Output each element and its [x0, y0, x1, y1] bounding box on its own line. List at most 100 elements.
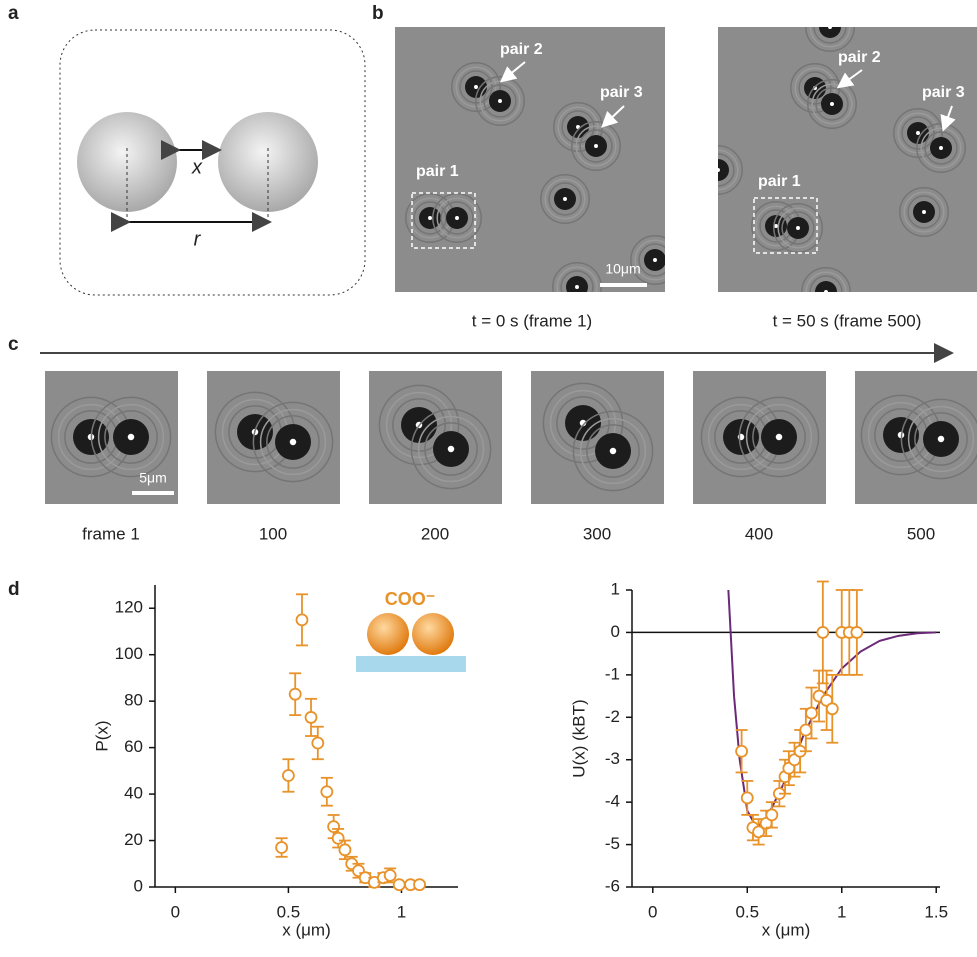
point — [827, 703, 838, 714]
point — [736, 746, 747, 757]
bead-center — [474, 85, 478, 89]
annotation: COO⁻ — [385, 589, 436, 609]
point — [290, 689, 301, 700]
scale-bar — [132, 491, 174, 495]
panel-label: c — [8, 334, 19, 355]
point — [276, 842, 287, 853]
pair-label: pair 2 — [500, 41, 543, 58]
frame-label: 100 — [259, 524, 287, 543]
point — [385, 870, 396, 881]
x-tick-label: 1 — [837, 902, 846, 921]
bead-center — [716, 168, 720, 172]
bead-center — [455, 216, 459, 220]
x-tick-label: 0.5 — [735, 902, 759, 921]
y-tick-label: 20 — [124, 830, 143, 849]
bead-center — [563, 197, 567, 201]
image-bg — [693, 371, 826, 504]
y-tick-label: 0 — [134, 876, 143, 895]
image-bg — [531, 371, 664, 504]
point — [296, 614, 307, 625]
point — [394, 879, 405, 890]
bead-center — [594, 144, 598, 148]
bead-center — [828, 25, 832, 29]
point — [851, 627, 862, 638]
y-tick-label: 1 — [611, 579, 620, 598]
y-tick-label: -2 — [605, 707, 620, 726]
point — [283, 770, 294, 781]
micrograph — [694, 3, 977, 316]
y-axis-label: P(x) — [92, 720, 111, 751]
frame-label: frame 1 — [82, 524, 140, 543]
frame-label: 300 — [583, 524, 611, 543]
point — [806, 708, 817, 719]
caption: t = 50 s (frame 500) — [773, 311, 922, 330]
point — [321, 786, 332, 797]
y-tick-label: 40 — [124, 784, 143, 803]
y-tick-label: -3 — [605, 749, 620, 768]
micrograph — [531, 371, 664, 504]
bead-center — [939, 146, 943, 150]
y-tick-label: 0 — [611, 622, 620, 641]
point — [742, 792, 753, 803]
bead-center — [128, 434, 134, 440]
inset-sphere — [412, 613, 454, 655]
bead-center — [916, 131, 920, 135]
x-tick-label: 1 — [397, 902, 406, 921]
pair-label: pair 1 — [758, 173, 801, 190]
y-tick-label: -5 — [605, 834, 620, 853]
bead-center — [653, 258, 657, 262]
point — [312, 737, 323, 748]
bead-center — [824, 290, 828, 294]
panel-label: d — [8, 579, 20, 600]
pair-label: pair 2 — [838, 49, 881, 66]
pair-label: pair 1 — [416, 163, 459, 180]
bead-center — [290, 439, 296, 445]
bead-center — [498, 99, 502, 103]
bead-center — [796, 226, 800, 230]
pair-label: pair 3 — [600, 84, 643, 101]
scale-bar — [600, 283, 647, 287]
image-bg — [207, 371, 340, 504]
y-axis-label: U(x) (kBT) — [569, 699, 588, 777]
inset-surface — [356, 656, 466, 672]
panel-label: a — [8, 3, 19, 24]
point — [800, 725, 811, 736]
point — [306, 712, 317, 723]
scale-bar-label: 10μm — [605, 261, 640, 277]
point — [333, 833, 344, 844]
image-bg — [395, 27, 665, 292]
y-tick-label: 100 — [115, 644, 143, 663]
y-tick-label: 120 — [115, 598, 143, 617]
bead-center — [428, 216, 432, 220]
frame-label: 200 — [421, 524, 449, 543]
y-tick-label: 80 — [124, 691, 143, 710]
micrograph — [369, 371, 502, 504]
caption: t = 0 s (frame 1) — [472, 311, 592, 330]
bead-center — [575, 285, 579, 289]
pair-label: pair 3 — [922, 84, 965, 101]
point — [766, 809, 777, 820]
frame-label: 500 — [907, 524, 935, 543]
label: r — [194, 228, 202, 250]
x-tick-label: 1.5 — [924, 902, 948, 921]
micrograph — [855, 371, 977, 504]
x-axis-label: x (μm) — [282, 920, 331, 939]
micrograph — [693, 371, 826, 504]
bead-center — [830, 102, 834, 106]
x-tick-label: 0.5 — [277, 902, 301, 921]
frame-label: 400 — [745, 524, 773, 543]
scale-bar-label: 5μm — [139, 470, 167, 486]
x-axis-label: x (μm) — [762, 920, 811, 939]
label: x — [191, 156, 203, 178]
point — [817, 627, 828, 638]
point — [339, 844, 350, 855]
y-tick-label: -1 — [605, 664, 620, 683]
micrograph — [207, 371, 340, 504]
bead-center — [610, 448, 616, 454]
bead-center — [776, 434, 782, 440]
figure: a b c d x r pair 1 pair 2 pair 3 pair 1 … — [0, 0, 977, 952]
bead-center — [448, 446, 454, 452]
y-tick-label: -4 — [605, 792, 620, 811]
panel-label: b — [372, 3, 384, 24]
